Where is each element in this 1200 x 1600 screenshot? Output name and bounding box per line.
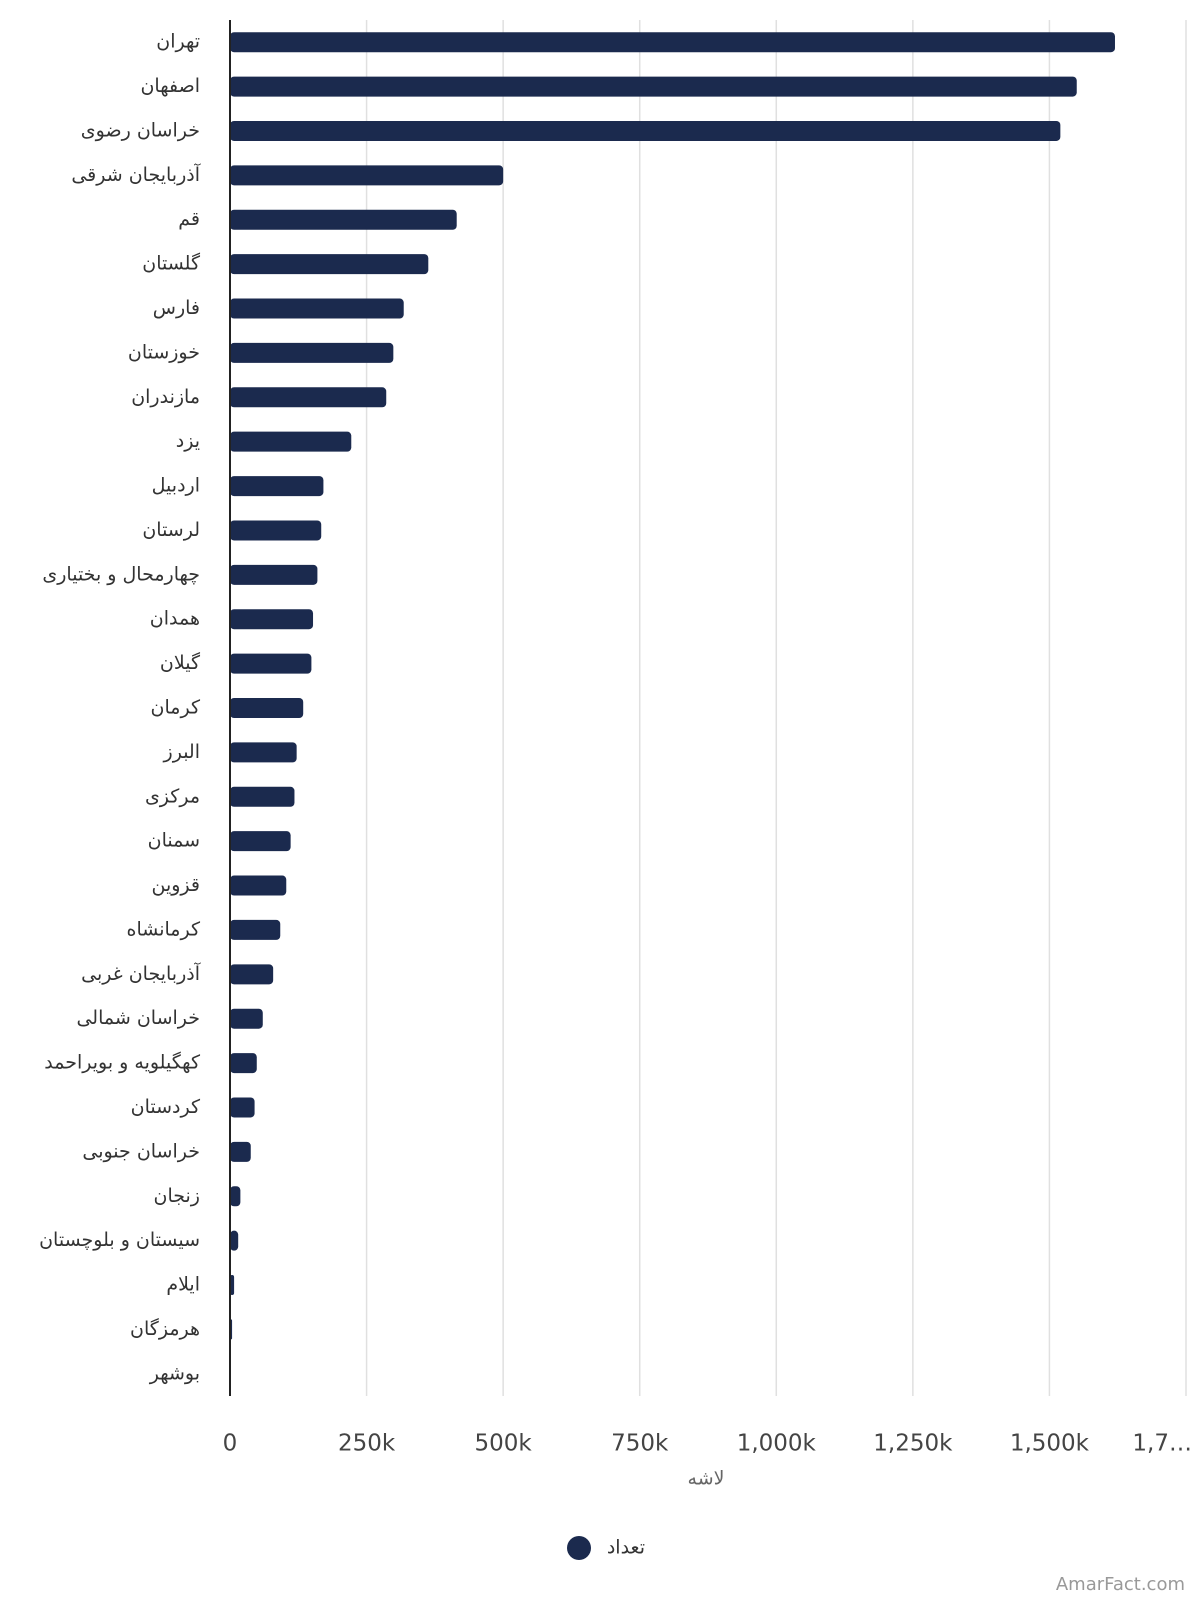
y-tick-label: قم bbox=[178, 208, 200, 230]
watermark: AmarFact.com bbox=[1056, 1574, 1185, 1595]
bar bbox=[230, 964, 274, 985]
y-tick-label: کهگیلویه و بویراحمد bbox=[44, 1051, 201, 1074]
bar bbox=[230, 1186, 241, 1207]
bar bbox=[230, 165, 504, 186]
y-tick-label: گلستان bbox=[142, 252, 201, 275]
bar bbox=[230, 1230, 239, 1251]
bar bbox=[230, 609, 314, 630]
bar bbox=[230, 476, 324, 497]
x-tick-label: 1,7… bbox=[1132, 1431, 1192, 1457]
x-tick-label: 1,250k bbox=[873, 1431, 953, 1457]
y-tick-label: هرمزگان bbox=[130, 1317, 200, 1340]
bar bbox=[230, 564, 318, 585]
y-tick-label: مرکزی bbox=[145, 785, 200, 807]
y-tick-label: آذربایجان شرقی bbox=[71, 162, 200, 186]
bar bbox=[230, 120, 1061, 141]
y-tick-label: اصفهان bbox=[140, 75, 200, 97]
bar bbox=[230, 831, 291, 852]
legend-label: تعداد bbox=[607, 1537, 645, 1559]
x-tick-label: 1,500k bbox=[1010, 1431, 1090, 1457]
x-tick-label: 1,000k bbox=[737, 1431, 817, 1457]
bar bbox=[230, 387, 387, 408]
y-tick-label: بوشهر bbox=[149, 1362, 200, 1384]
y-tick-label: مازندران bbox=[131, 386, 200, 408]
bar bbox=[230, 653, 312, 674]
y-tick-label: سمنان bbox=[148, 830, 200, 852]
y-tick-label: یزد bbox=[176, 430, 200, 452]
y-tick-label: خوزستان bbox=[128, 341, 200, 363]
bar bbox=[230, 742, 297, 763]
y-tick-label: البرز bbox=[163, 741, 200, 763]
bar bbox=[230, 76, 1077, 97]
y-tick-label: آذربایجان غربی bbox=[81, 961, 201, 985]
x-tick-label: 500k bbox=[475, 1431, 533, 1457]
bar bbox=[230, 520, 322, 541]
bar bbox=[230, 786, 295, 807]
y-tick-label: چهارمحال و بختیاری bbox=[42, 563, 200, 585]
bar bbox=[230, 1275, 235, 1296]
legend-marker bbox=[567, 1536, 591, 1560]
x-tick-label: 0 bbox=[223, 1431, 238, 1457]
y-tick-label: خراسان رضوی bbox=[81, 119, 200, 141]
bar bbox=[230, 698, 304, 718]
x-axis-label: لاشه bbox=[688, 1468, 725, 1490]
bar bbox=[230, 1053, 257, 1074]
y-tick-label: فارس bbox=[153, 297, 200, 319]
bar bbox=[230, 1008, 263, 1029]
bar bbox=[230, 431, 352, 452]
x-tick-label: 750k bbox=[611, 1431, 669, 1457]
y-tick-label: زنجان bbox=[154, 1185, 200, 1207]
y-tick-label: لرستان bbox=[142, 519, 200, 541]
y-tick-label: سیستان و بلوچستان bbox=[39, 1229, 200, 1251]
y-tick-label: کرمانشاه bbox=[127, 918, 201, 940]
y-tick-label: خراسان جنوبی bbox=[82, 1140, 200, 1162]
bar bbox=[230, 254, 429, 275]
bar bbox=[230, 298, 404, 319]
y-tick-label: گیلان bbox=[160, 651, 201, 674]
y-tick-label: همدان bbox=[150, 608, 200, 630]
bar bbox=[230, 32, 1115, 53]
x-tick-label: 250k bbox=[338, 1431, 396, 1457]
bar bbox=[230, 342, 394, 363]
y-tick-label: خراسان شمالی bbox=[76, 1007, 200, 1029]
y-tick-label: قزوین bbox=[152, 874, 201, 896]
y-tick-label: تهران bbox=[156, 31, 200, 53]
y-tick-label: اردبیل bbox=[152, 475, 200, 497]
y-tick-label: ایلام bbox=[166, 1274, 200, 1296]
y-tick-label: کردستان bbox=[131, 1096, 201, 1118]
bar bbox=[230, 209, 457, 230]
bar bbox=[230, 1097, 255, 1118]
bar bbox=[230, 875, 287, 896]
bar bbox=[230, 1141, 251, 1162]
bar bbox=[230, 919, 281, 940]
y-tick-label: کرمان bbox=[151, 697, 201, 719]
